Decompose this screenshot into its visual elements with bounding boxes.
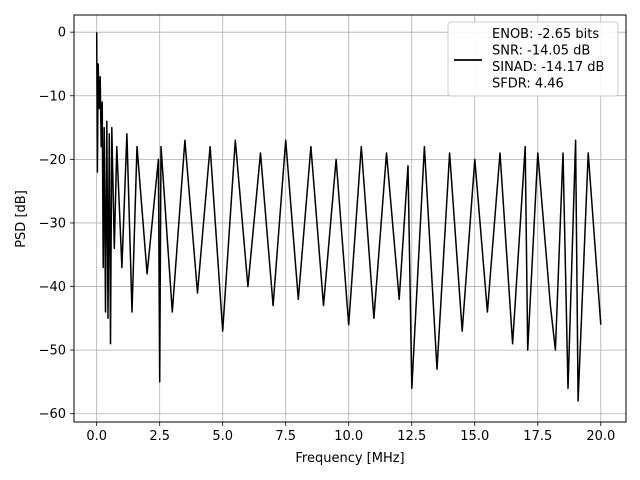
x-tick-label: 2.5: [149, 429, 170, 444]
x-tick-label: 15.0: [460, 429, 489, 444]
y-tick-label: −50: [39, 344, 66, 359]
ticks: 0.0 2.5 5.0 7.5 10.0 12.5 15.0 17.5 20.0 0 −10 −20 −…: [39, 26, 616, 444]
legend-box: [447, 21, 619, 97]
y-axis-label: PSD [dB]: [14, 190, 29, 248]
plot-frame: [73, 14, 627, 423]
legend-entry: SINAD: -14.17 dB: [492, 60, 604, 75]
x-tick-label: 7.5: [275, 429, 296, 444]
x-tick-label: 17.5: [523, 429, 552, 444]
y-tick-label: −10: [39, 89, 66, 104]
x-tick-label: 20.0: [586, 429, 615, 444]
psd-series-line: [95, 32, 602, 402]
y-tick-label: −30: [39, 216, 66, 231]
legend-entry: SNR: -14.05 dB: [492, 44, 590, 59]
legend-entry: SFDR: 4.46: [492, 77, 564, 92]
x-axis-label: Frequency [MHz]: [295, 451, 404, 466]
y-tick-label: −40: [39, 280, 66, 295]
y-tick-label: −60: [39, 407, 66, 422]
x-tick-label: 12.5: [397, 429, 426, 444]
plot-area: [73, 14, 627, 423]
y-tick-label: 0: [58, 26, 66, 41]
x-tick-label: 5.0: [212, 429, 233, 444]
y-tick-label: −20: [39, 153, 66, 168]
x-tick-label: 10.0: [334, 429, 363, 444]
x-tick-label: 0.0: [86, 429, 107, 444]
legend-entry: ENOB: -2.65 bits: [492, 27, 599, 42]
